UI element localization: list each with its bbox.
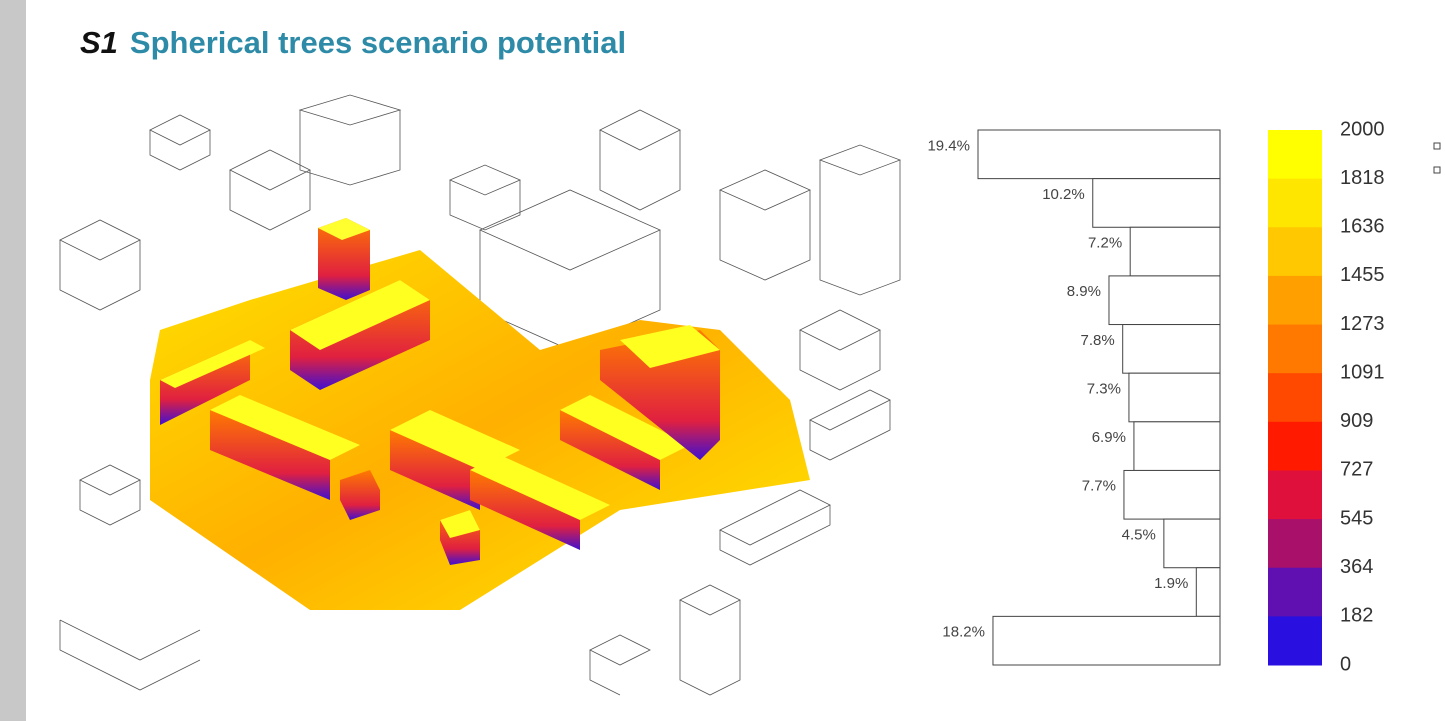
bar-label: 1.9% xyxy=(1154,575,1188,592)
side-strip xyxy=(0,0,26,721)
colorbar-tick-label: 364 xyxy=(1340,556,1373,578)
bar xyxy=(1129,373,1220,422)
bar xyxy=(1124,470,1220,519)
bar-label: 10.2% xyxy=(1042,186,1085,203)
title-text: Spherical trees scenario potential xyxy=(130,25,626,60)
bar-label: 7.7% xyxy=(1082,478,1116,495)
colorbar-tick-label: 1818 xyxy=(1340,167,1385,189)
colorbar-band xyxy=(1268,422,1322,471)
colorbar-band xyxy=(1268,276,1322,325)
bar-label: 18.2% xyxy=(942,624,985,641)
bar-label: 19.4% xyxy=(927,137,970,154)
colorbar-band xyxy=(1268,130,1322,179)
bar xyxy=(1123,325,1220,374)
colorbar-tick-label: 2000 xyxy=(1340,118,1385,140)
bar xyxy=(993,616,1220,665)
page: S1 Spherical trees scenario potential 19.… xyxy=(0,0,1445,721)
colorbar-tick-label: 545 xyxy=(1340,507,1373,529)
title-prefix: S1 xyxy=(80,25,118,60)
bar-label: 8.9% xyxy=(1067,283,1101,300)
colorbar-band xyxy=(1268,470,1322,519)
marker xyxy=(1434,143,1440,149)
colorbar-tick-label: 1636 xyxy=(1340,216,1385,238)
colorbar-band xyxy=(1268,325,1322,374)
bar xyxy=(1196,568,1220,617)
slide: S1 Spherical trees scenario potential 19.… xyxy=(0,0,1445,721)
bar xyxy=(1134,422,1220,471)
bar-label: 7.8% xyxy=(1080,332,1114,349)
colorbar-tick-label: 1273 xyxy=(1340,313,1385,335)
colorbar-tick-label: 909 xyxy=(1340,410,1373,432)
colorbar-tick-label: 182 xyxy=(1340,605,1373,627)
slide-title: S1 Spherical trees scenario potential xyxy=(80,25,626,60)
colorbar-tick-label: 1091 xyxy=(1340,361,1385,383)
colorbar-band xyxy=(1268,616,1322,665)
colorbar-tick-label: 727 xyxy=(1340,459,1373,481)
bar xyxy=(1164,519,1220,568)
bar xyxy=(1109,276,1220,325)
colorbar-tick-label: 1455 xyxy=(1340,264,1385,286)
marker xyxy=(1434,167,1440,173)
colorbar-band xyxy=(1268,179,1322,228)
bar-label: 7.2% xyxy=(1088,235,1122,252)
bar xyxy=(1130,227,1220,276)
bar-label: 6.9% xyxy=(1092,429,1126,446)
bar xyxy=(1093,179,1220,228)
rendering xyxy=(60,95,900,695)
colorbar-band xyxy=(1268,519,1322,568)
bar-label: 4.5% xyxy=(1122,526,1156,543)
bar-label: 7.3% xyxy=(1087,380,1121,397)
colorbar-band xyxy=(1268,227,1322,276)
colorbar-band xyxy=(1268,373,1322,422)
colorbar-tick-label: 0 xyxy=(1340,653,1351,675)
colorbar-band xyxy=(1268,568,1322,617)
bar xyxy=(978,130,1220,179)
